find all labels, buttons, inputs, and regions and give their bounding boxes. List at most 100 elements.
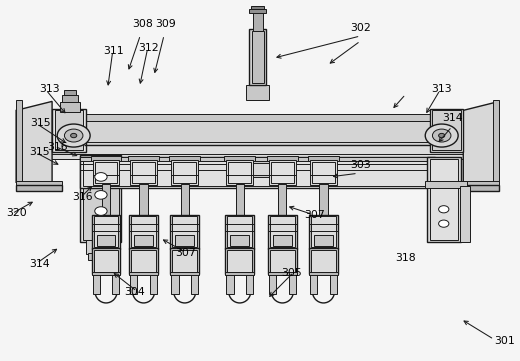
- Bar: [308, 156, 339, 161]
- Bar: [227, 217, 252, 247]
- Bar: [312, 162, 335, 183]
- Bar: [130, 273, 137, 294]
- Bar: [226, 160, 253, 185]
- Bar: [171, 272, 199, 275]
- Circle shape: [71, 134, 77, 138]
- Text: 303: 303: [350, 160, 371, 170]
- Bar: [171, 248, 199, 274]
- Text: 305: 305: [281, 268, 302, 278]
- Bar: [270, 217, 295, 247]
- Bar: [427, 157, 461, 242]
- Bar: [64, 90, 76, 95]
- Circle shape: [95, 173, 107, 181]
- Bar: [224, 156, 255, 161]
- Bar: [251, 6, 264, 9]
- Bar: [132, 162, 155, 183]
- Bar: [93, 273, 100, 294]
- Bar: [228, 162, 251, 183]
- Circle shape: [95, 191, 107, 199]
- Bar: [246, 85, 269, 100]
- Bar: [81, 155, 122, 242]
- Bar: [49, 114, 466, 121]
- Bar: [430, 159, 458, 240]
- Bar: [130, 160, 157, 185]
- Bar: [88, 253, 94, 260]
- Bar: [225, 248, 254, 274]
- Bar: [425, 181, 467, 188]
- Bar: [94, 249, 119, 273]
- Bar: [55, 110, 83, 150]
- Bar: [309, 272, 338, 275]
- Bar: [249, 9, 266, 13]
- Bar: [453, 185, 499, 191]
- Bar: [131, 249, 156, 273]
- Bar: [246, 273, 253, 294]
- Bar: [225, 215, 254, 249]
- Bar: [60, 102, 81, 112]
- Bar: [268, 272, 297, 275]
- Bar: [94, 217, 119, 247]
- Bar: [309, 248, 338, 274]
- Bar: [330, 273, 337, 294]
- Bar: [172, 217, 197, 247]
- Bar: [171, 160, 198, 185]
- Bar: [269, 273, 276, 294]
- Bar: [289, 273, 296, 294]
- Bar: [241, 162, 275, 175]
- Bar: [112, 273, 120, 294]
- Bar: [16, 100, 22, 184]
- Bar: [83, 157, 119, 240]
- Bar: [92, 215, 121, 249]
- Bar: [129, 215, 158, 249]
- Bar: [273, 235, 292, 246]
- Bar: [129, 272, 158, 275]
- Bar: [236, 184, 244, 215]
- Text: 316: 316: [73, 192, 93, 202]
- Bar: [191, 273, 198, 294]
- Bar: [268, 248, 297, 274]
- Bar: [171, 273, 178, 294]
- Circle shape: [57, 124, 90, 147]
- Text: 302: 302: [350, 23, 371, 33]
- Bar: [253, 12, 263, 31]
- Bar: [102, 184, 110, 215]
- Circle shape: [425, 124, 458, 147]
- Bar: [171, 215, 199, 249]
- Bar: [90, 156, 122, 161]
- Bar: [309, 215, 338, 249]
- Text: 315: 315: [31, 118, 51, 129]
- Circle shape: [64, 129, 83, 142]
- Circle shape: [433, 129, 451, 142]
- Circle shape: [438, 134, 445, 138]
- Bar: [128, 156, 159, 161]
- Bar: [310, 160, 337, 185]
- Text: 314: 314: [29, 258, 49, 269]
- Bar: [252, 31, 264, 83]
- Text: 308: 308: [132, 19, 152, 30]
- Text: 307: 307: [175, 248, 196, 258]
- Text: 311: 311: [103, 47, 124, 56]
- Bar: [83, 159, 433, 186]
- Bar: [314, 235, 333, 246]
- Bar: [225, 272, 254, 275]
- Bar: [93, 160, 120, 185]
- Bar: [172, 249, 197, 273]
- Bar: [16, 185, 62, 191]
- Bar: [238, 161, 277, 177]
- Bar: [433, 110, 461, 150]
- Polygon shape: [16, 101, 52, 184]
- Bar: [95, 162, 118, 183]
- Bar: [134, 235, 153, 246]
- Bar: [92, 272, 121, 275]
- Text: 312: 312: [138, 43, 159, 53]
- Bar: [97, 235, 115, 246]
- Bar: [16, 180, 62, 186]
- Bar: [230, 235, 249, 246]
- Polygon shape: [463, 101, 499, 184]
- Text: 313: 313: [432, 84, 452, 94]
- Bar: [453, 180, 499, 186]
- Bar: [62, 95, 78, 102]
- Bar: [175, 235, 194, 246]
- Circle shape: [438, 220, 449, 227]
- Bar: [271, 162, 294, 183]
